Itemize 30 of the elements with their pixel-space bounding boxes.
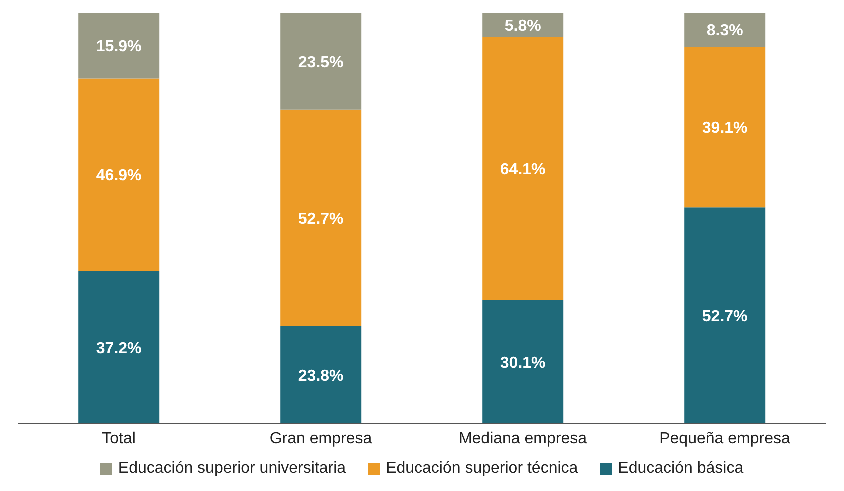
bar <box>684 13 766 48</box>
x-tick-label: Total <box>102 430 136 448</box>
legend-label: Educación superior universitaria <box>118 460 346 478</box>
legend-label: Educación superior técnica <box>386 460 578 478</box>
data-label: 52.7% <box>298 210 344 228</box>
data-label: 15.9% <box>96 38 142 56</box>
x-tick-label: Pequeña empresa <box>660 430 790 448</box>
data-label: 30.1% <box>500 354 546 372</box>
bar <box>78 13 160 79</box>
legend-label: Educación básica <box>618 460 744 478</box>
bar <box>482 37 564 300</box>
bar <box>78 78 160 272</box>
data-label: 46.9% <box>96 168 142 185</box>
bar <box>280 110 362 326</box>
bar <box>684 47 766 208</box>
bar <box>280 13 362 110</box>
data-label: 64.1% <box>500 162 546 178</box>
data-label: 23.5% <box>298 54 344 72</box>
bar <box>482 300 564 424</box>
bar <box>684 208 766 424</box>
data-label: 52.7% <box>702 308 748 326</box>
data-label: 37.2% <box>96 340 142 358</box>
x-tick-label: Mediana empresa <box>458 430 588 448</box>
data-label: 8.3% <box>706 22 744 40</box>
bar <box>78 271 160 424</box>
data-label: 5.8% <box>504 18 542 35</box>
data-label: 39.1% <box>702 120 748 138</box>
data-label: 23.8% <box>298 368 344 385</box>
x-tick-label: Gran empresa <box>270 430 372 448</box>
bar <box>280 326 362 424</box>
